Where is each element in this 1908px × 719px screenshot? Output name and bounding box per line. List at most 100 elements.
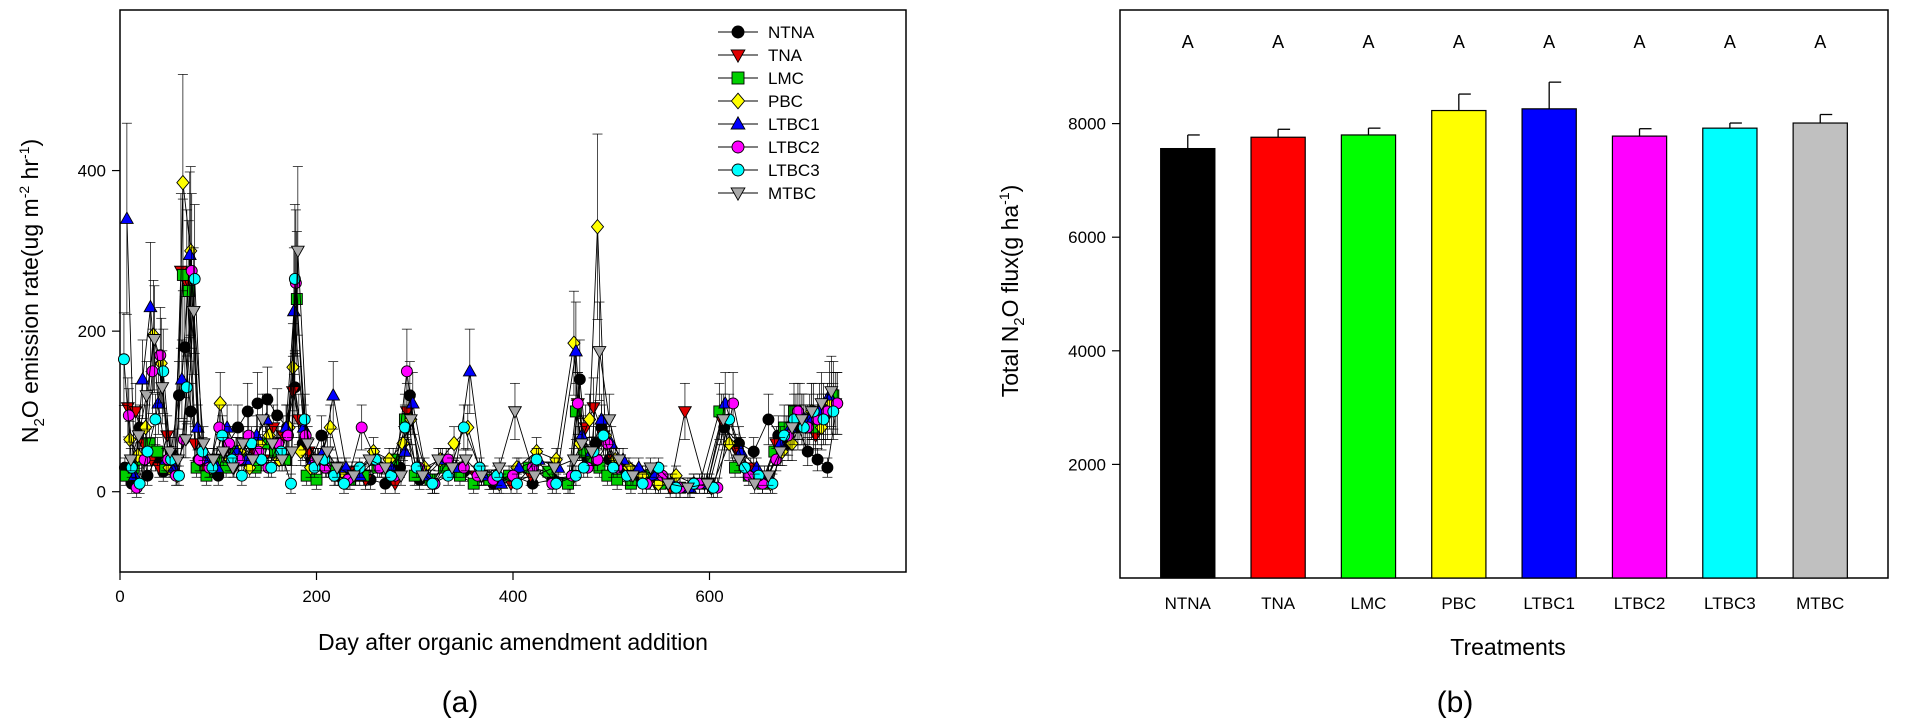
data-point xyxy=(393,470,409,484)
data-point xyxy=(526,477,539,490)
y-axis-label-b: Total N2O flux(g ha-1) xyxy=(996,185,1028,398)
bar-mtbc: A xyxy=(1792,32,1848,579)
legend-marker xyxy=(731,163,745,177)
data-point xyxy=(574,438,589,452)
data-point xyxy=(180,381,193,394)
data-point xyxy=(176,174,190,191)
data-point xyxy=(582,411,597,428)
data-point xyxy=(773,446,788,460)
data-point xyxy=(625,470,640,484)
data-point xyxy=(141,445,154,458)
legend-label: LTBC3 xyxy=(768,161,820,180)
data-point xyxy=(607,461,620,474)
data-point xyxy=(547,462,562,476)
bar xyxy=(1250,136,1306,579)
legend-label: LMC xyxy=(768,69,804,88)
data-point xyxy=(225,462,241,476)
data-point xyxy=(597,429,610,442)
data-point xyxy=(163,446,178,460)
bar xyxy=(1431,109,1487,579)
bar-pbc: A xyxy=(1431,32,1487,579)
panel-a: 0 200 400 600 0 200 400 NTNA TNA LMC PBC LTBC1 LTBC… xyxy=(16,9,907,719)
data-point xyxy=(251,397,264,410)
data-point xyxy=(573,373,586,386)
data-point xyxy=(577,461,590,474)
data-point xyxy=(182,247,197,260)
legend-marker xyxy=(731,25,745,39)
data-point xyxy=(196,438,211,452)
legend-marker xyxy=(731,71,745,85)
panel-label-a: (a) xyxy=(442,686,479,719)
y-tick-label: 8000 xyxy=(1068,115,1106,134)
data-point xyxy=(378,462,393,476)
series-line xyxy=(123,278,834,489)
data-point xyxy=(636,477,649,490)
data-point xyxy=(235,438,250,452)
data-point xyxy=(346,470,361,484)
data-point xyxy=(300,438,315,452)
data-point xyxy=(794,414,809,427)
data-point xyxy=(592,346,607,359)
bar-tna: A xyxy=(1250,32,1306,579)
legend-label: PBC xyxy=(768,92,803,111)
legend-marker xyxy=(730,92,746,110)
data-point xyxy=(146,365,159,378)
bar xyxy=(1792,122,1848,579)
x-tick-label: LTBC1 xyxy=(1523,594,1575,613)
data-point xyxy=(155,382,170,395)
data-point xyxy=(462,363,477,377)
x-tick-label: 400 xyxy=(499,587,527,606)
x-tick-label: LMC xyxy=(1351,594,1387,613)
data-point xyxy=(186,305,201,319)
bar xyxy=(1160,147,1216,579)
legend-entry-tna: TNA xyxy=(718,46,803,65)
data-point xyxy=(117,353,130,366)
data-point xyxy=(245,454,260,468)
data-point xyxy=(326,387,341,401)
data-point xyxy=(431,454,446,468)
data-point xyxy=(122,409,135,422)
data-point xyxy=(821,461,834,474)
panel-b-axes: 2000 4000 6000 8000 NTNA TNA LMC PBC LTBC1 LTBC2 L… xyxy=(1068,115,1844,613)
significance-letter: A xyxy=(1814,32,1826,52)
data-point xyxy=(747,445,760,458)
y-tick-label: 4000 xyxy=(1068,342,1106,361)
significance-letter: A xyxy=(1362,32,1374,52)
data-point xyxy=(507,406,523,419)
data-point xyxy=(491,469,504,482)
data-point xyxy=(827,405,840,418)
data-point xyxy=(612,454,627,468)
plot-b-frame xyxy=(1119,9,1889,579)
data-point xyxy=(530,453,543,466)
data-point xyxy=(804,406,819,419)
data-point xyxy=(700,478,715,492)
data-point xyxy=(290,245,305,259)
data-point xyxy=(135,371,150,385)
significance-letter: A xyxy=(1453,32,1465,52)
data-point xyxy=(410,461,423,474)
x-tick-label: 600 xyxy=(695,587,723,606)
data-point xyxy=(353,461,366,474)
legend-marker xyxy=(730,115,746,130)
bar xyxy=(1702,127,1758,579)
panel-b: A A A A A A A A 2000 4000 6000 8000 NTNA TNA LMC PBC LT… xyxy=(996,9,1889,719)
data-point xyxy=(265,438,280,452)
data-point xyxy=(338,477,350,490)
x-axis-label-b: Treatments xyxy=(1450,634,1565,660)
data-point xyxy=(400,365,413,378)
data-point xyxy=(784,422,800,436)
data-point xyxy=(178,434,193,448)
data-point xyxy=(139,390,154,403)
data-point xyxy=(747,478,762,492)
data-point xyxy=(492,462,507,476)
data-point xyxy=(151,445,164,458)
data-point xyxy=(569,469,582,482)
data-point xyxy=(330,462,345,476)
data-point xyxy=(213,395,227,412)
x-tick-label: MTBC xyxy=(1796,594,1844,613)
data-point xyxy=(510,477,523,490)
data-point xyxy=(261,393,274,406)
data-point xyxy=(824,386,839,399)
